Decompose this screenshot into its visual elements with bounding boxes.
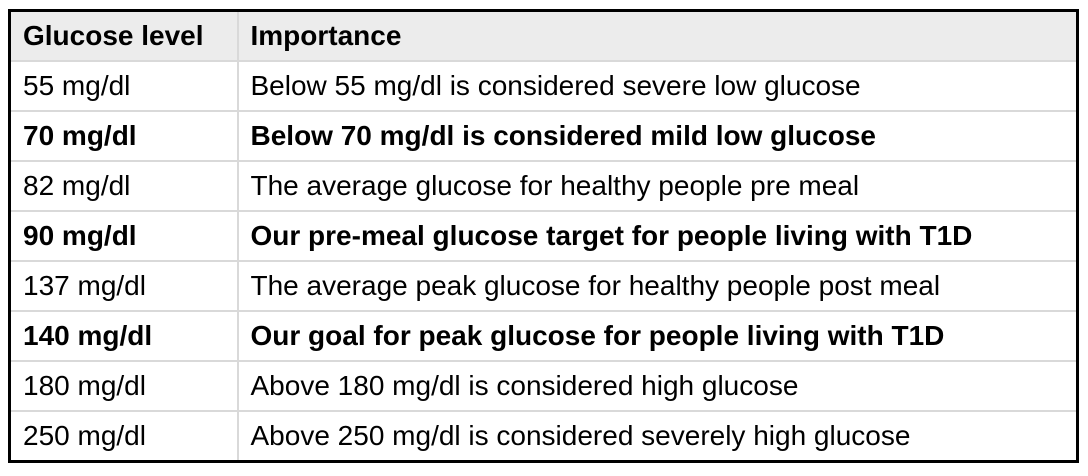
table-row: 180 mg/dl Above 180 mg/dl is considered h… — [8, 360, 1079, 412]
glucose-table: Glucose level Importance 55 mg/dl Below 5… — [8, 9, 1079, 463]
column-header-glucose-level: Glucose level — [8, 9, 239, 62]
importance-cell: Our pre-meal glucose target for people l… — [236, 210, 1079, 262]
glucose-level-cell: 140 mg/dl — [8, 310, 239, 362]
glucose-level-cell: 70 mg/dl — [8, 110, 239, 162]
table-body: 55 mg/dl Below 55 mg/dl is considered sev… — [8, 60, 1079, 463]
table-row: 90 mg/dl Our pre-meal glucose target for … — [8, 210, 1079, 262]
importance-cell: The average peak glucose for healthy peo… — [236, 260, 1079, 312]
importance-cell: The average glucose for healthy people p… — [236, 160, 1079, 212]
table-row: 140 mg/dl Our goal for peak glucose for p… — [8, 310, 1079, 362]
glucose-level-cell: 82 mg/dl — [8, 160, 239, 212]
importance-cell: Below 70 mg/dl is considered mild low gl… — [236, 110, 1079, 162]
table-row: 55 mg/dl Below 55 mg/dl is considered sev… — [8, 60, 1079, 112]
glucose-level-cell: 55 mg/dl — [8, 60, 239, 112]
importance-cell: Above 180 mg/dl is considered high gluco… — [236, 360, 1079, 412]
table-row: 70 mg/dl Below 70 mg/dl is considered mil… — [8, 110, 1079, 162]
glucose-level-cell: 180 mg/dl — [8, 360, 239, 412]
importance-cell: Our goal for peak glucose for people liv… — [236, 310, 1079, 362]
glucose-level-cell: 250 mg/dl — [8, 410, 239, 463]
importance-cell: Above 250 mg/dl is considered severely h… — [236, 410, 1079, 463]
glucose-level-cell: 137 mg/dl — [8, 260, 239, 312]
glucose-level-cell: 90 mg/dl — [8, 210, 239, 262]
table-row: 82 mg/dl The average glucose for healthy … — [8, 160, 1079, 212]
column-header-importance: Importance — [236, 9, 1079, 62]
table-row: 137 mg/dl The average peak glucose for he… — [8, 260, 1079, 312]
importance-cell: Below 55 mg/dl is considered severe low … — [236, 60, 1079, 112]
table-header: Glucose level Importance — [8, 9, 1079, 62]
header-row: Glucose level Importance — [8, 9, 1079, 62]
table-row: 250 mg/dl Above 250 mg/dl is considered s… — [8, 410, 1079, 463]
